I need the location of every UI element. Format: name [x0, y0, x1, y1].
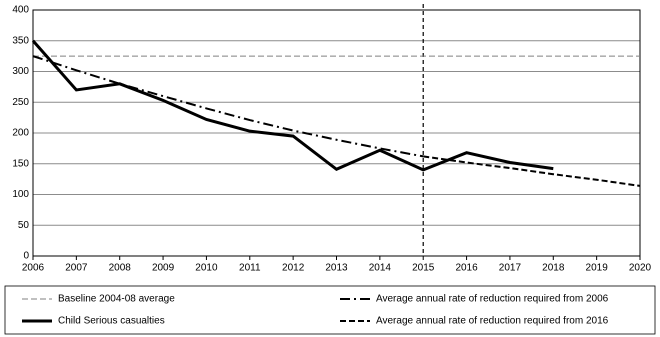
x-tick-label: 2009 — [152, 263, 175, 274]
y-tick-label: 50 — [18, 220, 30, 231]
series-line — [32, 55, 424, 158]
x-tick-label: 2013 — [325, 263, 348, 274]
x-tick-label: 2018 — [542, 263, 565, 274]
legend-label: Child Serious casualties — [58, 316, 165, 327]
series-line — [31, 39, 554, 172]
x-tick-label: 2014 — [369, 263, 392, 274]
plot-frame — [32, 9, 641, 257]
y-tick-label: 100 — [12, 189, 29, 200]
x-tick-label: 2016 — [455, 263, 478, 274]
x-tick-label: 2020 — [629, 263, 652, 274]
x-tick-label: 2007 — [65, 263, 88, 274]
y-tick-label: 300 — [12, 66, 29, 77]
x-tick-label: 2012 — [282, 263, 305, 274]
y-tick-label: 150 — [12, 158, 29, 169]
y-tick-label: 0 — [23, 251, 29, 262]
y-tick-label: 400 — [12, 5, 29, 16]
legend-label: Average annual rate of reduction require… — [376, 294, 609, 305]
legend-box — [4, 285, 656, 335]
x-tick-label: 2010 — [195, 263, 218, 274]
y-tick-label: 200 — [12, 128, 29, 139]
x-tick-label: 2011 — [239, 263, 261, 274]
y-tick-label: 350 — [12, 35, 29, 46]
legend-label: Average annual rate of reduction require… — [376, 316, 609, 327]
legend-label: Baseline 2004-08 average — [58, 294, 175, 305]
x-tick-label: 2008 — [109, 263, 132, 274]
x-tick-label: 2017 — [499, 263, 522, 274]
series-line — [423, 155, 641, 187]
y-tick-label: 250 — [12, 97, 29, 108]
x-tick-label: 2015 — [412, 263, 435, 274]
x-tick-label: 2006 — [22, 263, 45, 274]
x-tick-label: 2019 — [586, 263, 609, 274]
